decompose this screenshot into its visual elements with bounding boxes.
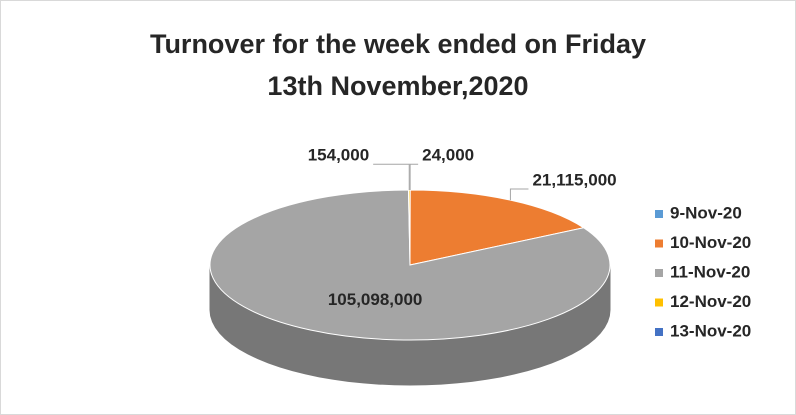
title: Turnover for the week ended on Friday 13t… xyxy=(150,29,646,101)
legend-label: 13-Nov-20 xyxy=(670,321,751,340)
data-labels: 24,000 21,115,000 105,098,000 154,000 xyxy=(308,146,617,310)
legend-label: 9-Nov-20 xyxy=(670,203,742,222)
pie-top xyxy=(209,189,611,341)
slice xyxy=(409,189,585,266)
legend-swatch xyxy=(655,298,663,307)
data-label: 105,098,000 xyxy=(328,290,423,309)
legend-swatch xyxy=(655,210,663,218)
legend-label: 11-Nov-20 xyxy=(670,262,750,281)
legend-swatch xyxy=(655,239,663,248)
slice xyxy=(209,189,611,341)
chart-title: Turnover for the week ended on Friday xyxy=(150,29,646,59)
legend-label: 12-Nov-20 xyxy=(670,292,751,311)
legend-label: 10-Nov-20 xyxy=(670,233,751,252)
leader-line xyxy=(373,163,410,191)
data-label: 24,000 xyxy=(422,146,474,165)
leader-line xyxy=(509,188,529,201)
leader-line xyxy=(409,163,419,191)
data-label: 154,000 xyxy=(308,146,369,165)
chart-title: 13th November,2020 xyxy=(267,71,528,101)
legend-swatch xyxy=(655,269,663,277)
legend: 9-Nov-20 10-Nov-20 11-Nov-20 12-Nov-20 13-No… xyxy=(655,203,751,340)
data-label: 21,115,000 xyxy=(532,170,616,189)
legend-swatch xyxy=(655,328,663,336)
